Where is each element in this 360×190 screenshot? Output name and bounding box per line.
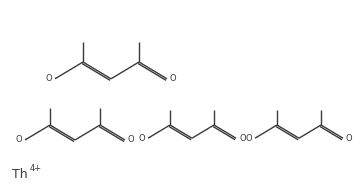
Text: –: – xyxy=(54,75,57,81)
Text: 4+: 4+ xyxy=(30,164,42,173)
Text: O: O xyxy=(15,135,22,145)
Text: O: O xyxy=(346,134,353,143)
Text: O: O xyxy=(138,134,145,143)
Text: –: – xyxy=(24,137,27,142)
Text: O: O xyxy=(128,135,135,145)
Text: O: O xyxy=(246,134,252,143)
Text: O: O xyxy=(239,134,246,143)
Text: O: O xyxy=(45,74,52,83)
Text: Th: Th xyxy=(12,168,28,181)
Text: –: – xyxy=(147,135,150,140)
Text: –: – xyxy=(254,135,257,140)
Text: O: O xyxy=(170,74,177,83)
